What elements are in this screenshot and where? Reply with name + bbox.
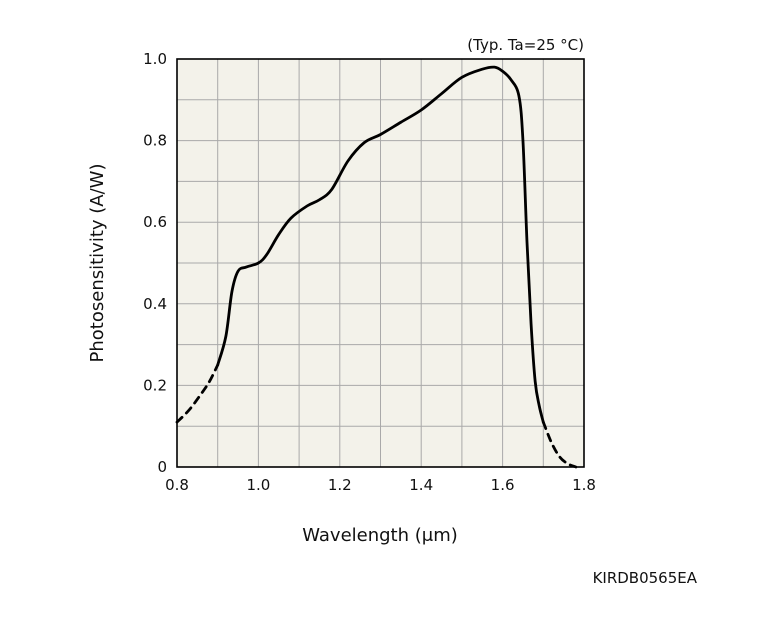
x-tick-label: 1.0 <box>246 476 270 494</box>
x-tick-label: 1.6 <box>491 476 515 494</box>
plot-frame <box>176 58 585 468</box>
series-line-dashed <box>175 363 220 424</box>
series-layer <box>175 65 578 469</box>
y-tick-label: 1.0 <box>143 50 167 68</box>
y-tick-labels: 0 0.2 0.4 0.6 0.8 1.0 <box>143 50 167 476</box>
x-axis-title: Wavelength (μm) <box>302 525 458 546</box>
y-tick-label: 0.8 <box>143 132 167 150</box>
x-tick-label: 0.8 <box>165 476 189 494</box>
grid-lines <box>177 59 584 467</box>
x-tick-label: 1.8 <box>572 476 596 494</box>
y-tick-label: 0.6 <box>143 213 167 231</box>
y-axis-title: Photosensitivity (A/W) <box>87 164 108 363</box>
condition-note: (Typ. Ta=25 °C) <box>467 36 584 54</box>
x-tick-label: 1.2 <box>328 476 352 494</box>
y-tick-label: 0.4 <box>143 295 167 313</box>
series-line-solid <box>216 65 545 424</box>
series-line-dashed <box>541 420 578 469</box>
document-code: KIRDB0565EA <box>593 569 698 587</box>
y-tick-label: 0 <box>157 458 167 476</box>
x-tick-label: 1.4 <box>409 476 433 494</box>
y-tick-label: 0.2 <box>143 376 167 394</box>
x-tick-labels: 0.8 1.0 1.2 1.4 1.6 1.8 <box>165 476 596 494</box>
